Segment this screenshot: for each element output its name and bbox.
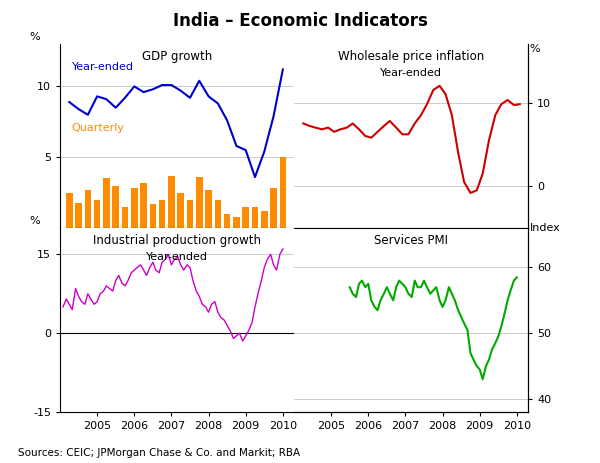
Text: %: % xyxy=(29,32,40,42)
Bar xyxy=(242,207,249,228)
Bar xyxy=(140,183,147,228)
Bar xyxy=(122,207,128,228)
Bar xyxy=(75,202,82,228)
Bar xyxy=(85,190,91,228)
Bar xyxy=(159,200,166,228)
Bar xyxy=(251,207,259,228)
Bar xyxy=(233,217,240,228)
Bar xyxy=(149,204,156,228)
Text: %: % xyxy=(29,216,40,226)
Text: Industrial production growth: Industrial production growth xyxy=(93,233,261,247)
Text: India – Economic Indicators: India – Economic Indicators xyxy=(173,12,427,30)
Bar xyxy=(103,178,110,228)
Bar xyxy=(261,211,268,228)
Text: Year-ended: Year-ended xyxy=(146,252,208,262)
Bar xyxy=(94,200,100,228)
Bar xyxy=(215,200,221,228)
Text: Services PMI: Services PMI xyxy=(374,233,448,247)
Bar xyxy=(66,193,73,228)
Text: Year-ended: Year-ended xyxy=(72,63,134,72)
Bar xyxy=(205,190,212,228)
Text: Index: Index xyxy=(530,223,560,233)
Text: Quarterly: Quarterly xyxy=(72,123,125,133)
Bar xyxy=(187,200,193,228)
Text: Year-ended: Year-ended xyxy=(380,68,442,78)
Text: Wholesale price inflation: Wholesale price inflation xyxy=(338,50,484,63)
Text: Sources: CEIC; JPMorgan Chase & Co. and Markit; RBA: Sources: CEIC; JPMorgan Chase & Co. and … xyxy=(18,448,300,458)
Text: %: % xyxy=(530,44,541,54)
Bar xyxy=(131,188,137,228)
Bar xyxy=(224,214,230,228)
Bar xyxy=(178,193,184,228)
Bar xyxy=(280,157,286,228)
Bar xyxy=(112,186,119,228)
Text: GDP growth: GDP growth xyxy=(142,50,212,63)
Bar xyxy=(196,177,203,228)
Bar xyxy=(168,175,175,228)
Bar xyxy=(270,188,277,228)
